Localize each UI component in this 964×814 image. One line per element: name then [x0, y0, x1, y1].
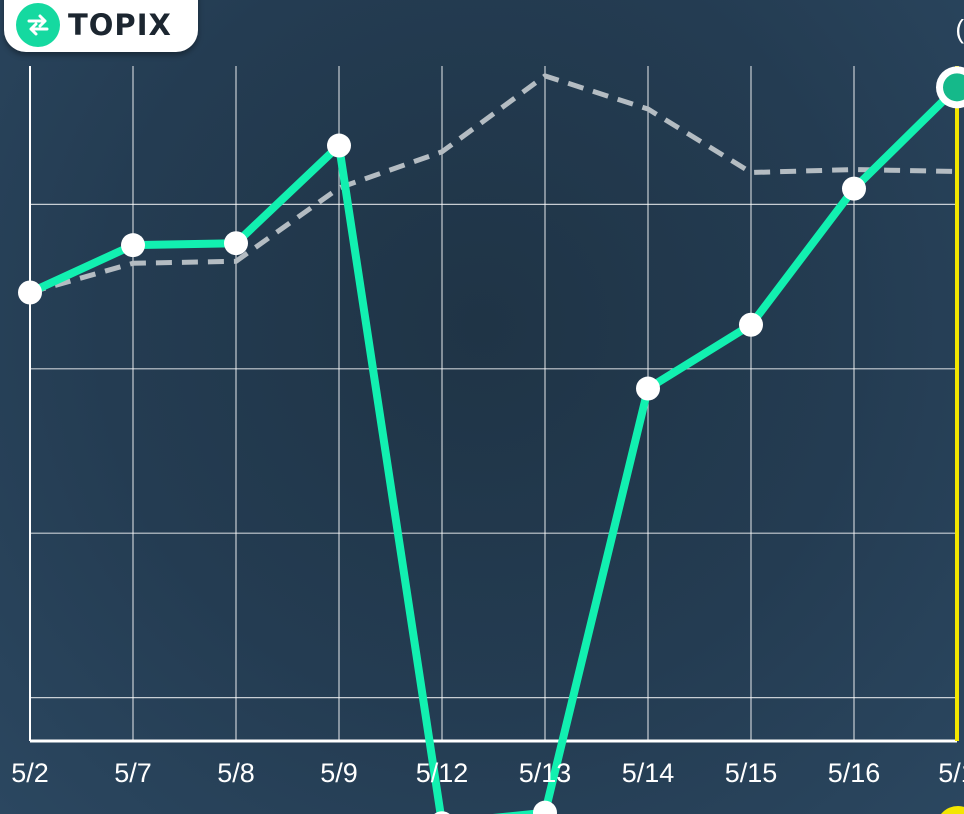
solid-series [26, 83, 961, 814]
x-tick-label: 5/2 [11, 758, 49, 788]
dashed-series-line [29, 73, 958, 295]
exchange-arrows-icon [16, 3, 60, 47]
topix-badge[interactable]: TOPIX [4, 0, 198, 52]
x-tick-label: 5/12 [416, 758, 469, 788]
data-point [739, 312, 763, 337]
x-tick-label: 5/7 [114, 758, 152, 788]
x-tick-label: 5/9 [320, 758, 358, 788]
data-markers [18, 66, 964, 814]
data-point [533, 800, 557, 814]
chart-grid [29, 66, 958, 741]
dashed-series [29, 73, 958, 295]
x-tick-label: 5/13 [519, 758, 572, 788]
data-point [18, 280, 42, 305]
solid-series-line [26, 83, 961, 814]
x-axis [29, 66, 964, 814]
data-point [121, 233, 145, 258]
corner-text: ( [955, 14, 964, 44]
latest-point [943, 73, 964, 102]
data-point [842, 176, 866, 201]
badge-label: TOPIX [68, 8, 172, 42]
x-tick-label: 5/15 [725, 758, 778, 788]
x-tick-label: 5/16 [828, 758, 881, 788]
x-tick-label: 5/1 [938, 758, 964, 788]
data-point [636, 376, 660, 401]
data-point [327, 133, 351, 158]
current-day-knob [941, 806, 964, 814]
x-tick-labels: 5/2 5/7 5/8 5/9 5/12 5/13 5/14 5/15 5/16 5/1 [11, 758, 964, 788]
x-tick-label: 5/14 [622, 758, 675, 788]
x-tick-label: 5/8 [217, 758, 255, 788]
data-point [224, 231, 248, 256]
data-point [434, 811, 450, 814]
